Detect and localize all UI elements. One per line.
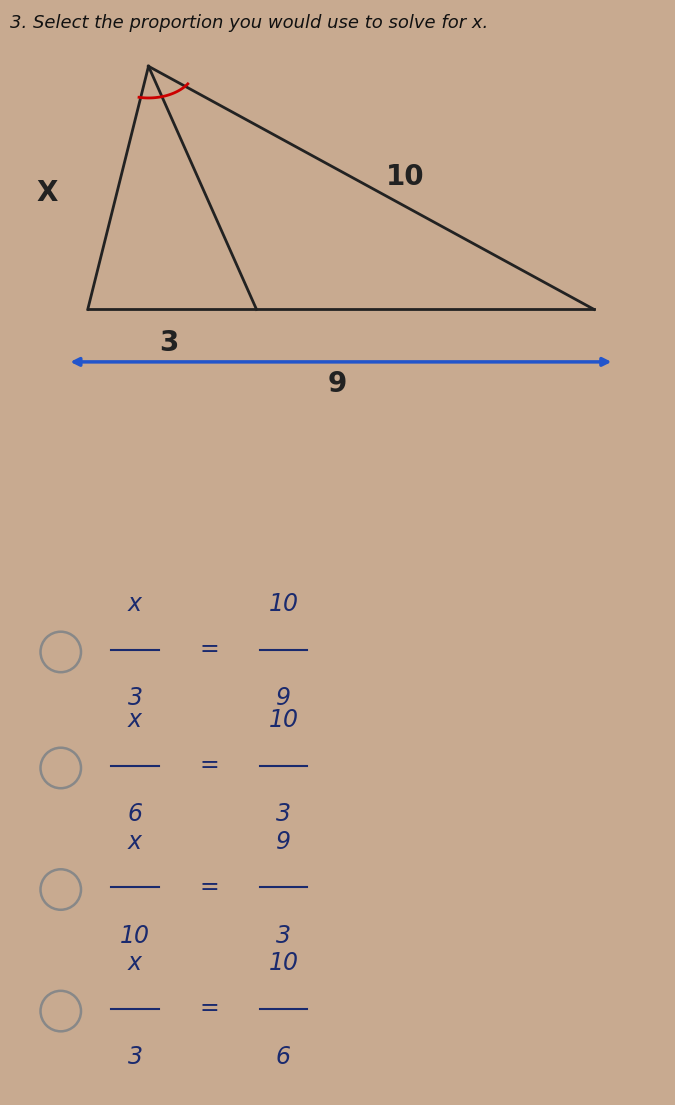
Text: 3: 3 [276,802,291,827]
Text: 10: 10 [120,924,150,948]
Text: 3: 3 [128,1045,142,1070]
Text: 6: 6 [128,802,142,827]
Text: 10: 10 [269,592,298,617]
Text: =: = [199,875,219,898]
Text: x: x [128,830,142,853]
Text: 9: 9 [276,830,291,853]
Text: 9: 9 [328,370,347,398]
Text: x: x [128,592,142,617]
Text: =: = [199,754,219,777]
Text: =: = [199,997,219,1020]
Text: 6: 6 [276,1045,291,1070]
Text: X: X [36,179,58,208]
Text: 9: 9 [276,686,291,711]
Text: 3. Select the proportion you would use to solve for x.: 3. Select the proportion you would use t… [10,13,489,32]
Text: =: = [199,638,219,661]
Text: x: x [128,708,142,732]
Text: 3: 3 [276,924,291,948]
Text: 3: 3 [159,328,178,357]
Text: 10: 10 [269,708,298,732]
Text: 10: 10 [269,951,298,975]
Text: 3: 3 [128,686,142,711]
Text: 10: 10 [385,162,425,191]
Text: x: x [128,951,142,975]
